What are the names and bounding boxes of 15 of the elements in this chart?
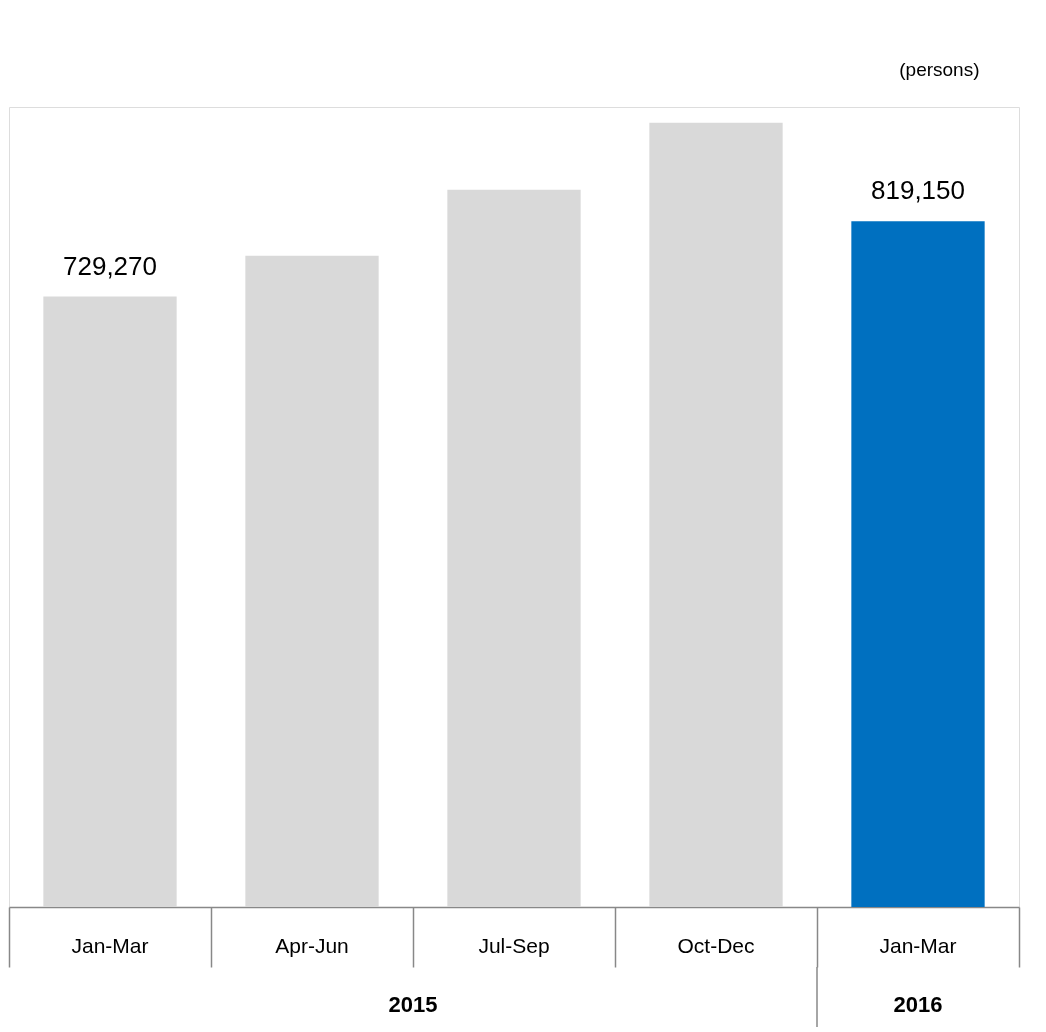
x-tick-label: Jul-Sep <box>478 934 550 957</box>
text: 2015 <box>388 992 438 1017</box>
bar <box>851 221 985 907</box>
data-label: 729,270 <box>63 250 157 281</box>
bar <box>447 189 581 907</box>
x-tick-label: Oct-Dec <box>677 934 755 957</box>
bar <box>245 255 379 907</box>
x-tick-label: Apr-Jun <box>275 934 349 957</box>
x-tick-label: Jan-Mar <box>71 934 149 957</box>
bar <box>43 296 177 907</box>
data-label: 819,150 <box>871 175 965 206</box>
y-axis-title: (persons) <box>899 58 980 80</box>
x-tick-label: Jan-Mar <box>879 934 957 957</box>
text: 2016 <box>893 992 943 1017</box>
bar <box>649 122 783 907</box>
